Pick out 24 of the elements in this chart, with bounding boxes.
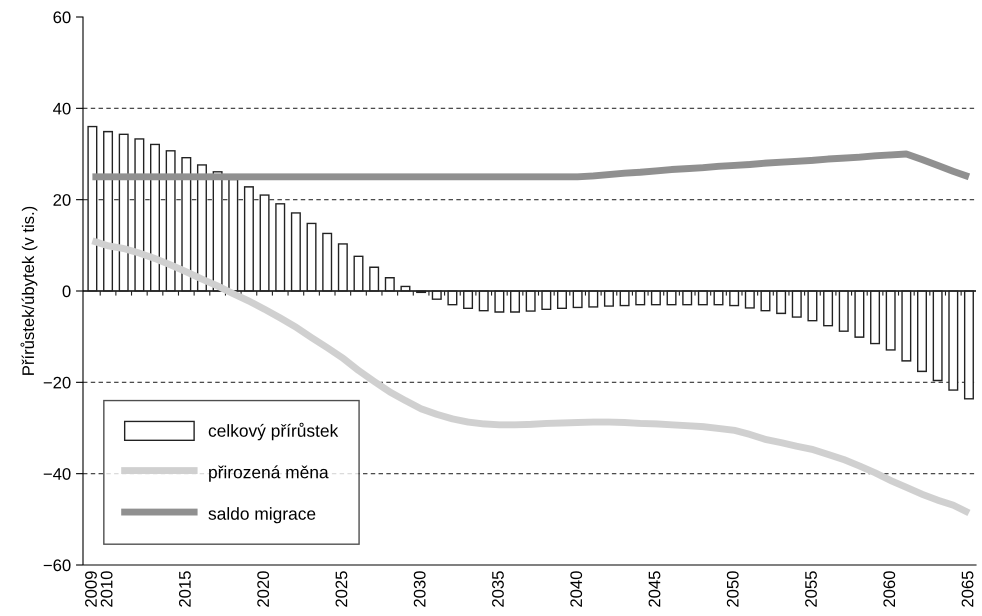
y-tick-label: −40 <box>44 468 71 480</box>
x-tick-label: 2009 <box>85 571 97 607</box>
x-tick-label: 2060 <box>883 571 896 607</box>
x-tick-label: 2025 <box>336 571 348 607</box>
x-tick-label: 2055 <box>805 571 817 607</box>
x-tick-label: 2010 <box>100 571 113 607</box>
x-tick-label: 2035 <box>492 571 504 607</box>
x-tick-label: 2030 <box>414 571 426 607</box>
x-tick-label: 2040 <box>570 571 582 607</box>
x-tick-label: 2050 <box>726 571 739 607</box>
y-tick-label: 60 <box>54 11 71 24</box>
y-tick-label: −20 <box>44 376 71 389</box>
y-tick-label: −60 <box>44 559 71 572</box>
y-tick-label: 40 <box>53 102 71 115</box>
y-tick-label: 20 <box>53 194 71 206</box>
x-tick-label: 2065 <box>962 571 974 607</box>
y-tick-label: 0 <box>62 285 71 298</box>
legend-label: přirozená měna <box>209 465 329 482</box>
y-axis-title: Přírůstek/úbytek (v tis.) <box>20 206 38 375</box>
legend-label: saldo migrace <box>208 507 316 524</box>
x-tick-label: 2020 <box>257 571 270 607</box>
legend-label: celkový přírůstek <box>208 422 338 440</box>
x-tick-label: 2015 <box>178 571 191 607</box>
x-tick-label: 2045 <box>648 571 660 607</box>
